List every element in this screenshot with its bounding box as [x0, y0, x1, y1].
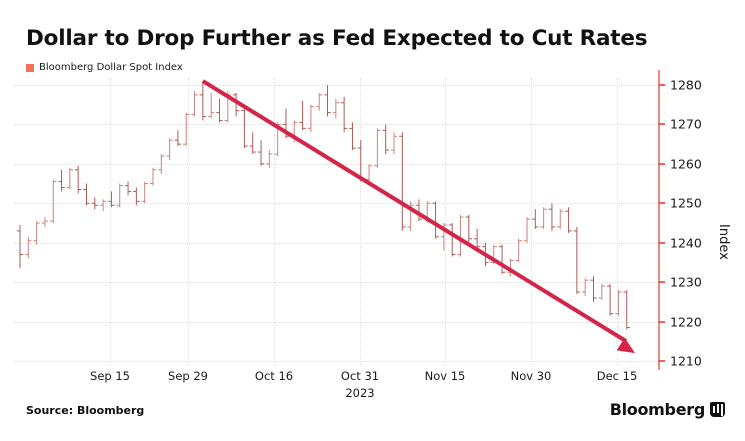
y-axis-line	[658, 70, 660, 370]
y-axis-tick	[658, 281, 665, 284]
y-axis-tick	[658, 162, 665, 165]
bloomberg-terminal-icon	[710, 402, 725, 417]
y-axis-tick-label: 1280	[670, 77, 702, 93]
ohlc-series	[16, 79, 636, 354]
y-axis-tick-label: 1260	[670, 156, 702, 172]
x-axis-tick-label: Oct 31	[340, 369, 380, 383]
y-axis-title: Index	[716, 224, 731, 260]
legend-swatch-icon	[26, 63, 34, 72]
x-axis-tick-label: Oct 16	[254, 369, 294, 383]
y-axis-tick-label: 1240	[670, 235, 702, 251]
y-axis-tick-label: 1210	[670, 353, 702, 369]
x-axis-tick-label: Sep 15	[90, 369, 130, 383]
x-axis-tick-label: Nov 30	[510, 369, 552, 383]
y-axis-tick-label: 1220	[670, 314, 702, 330]
x-axis-year-label: 2023	[345, 386, 375, 400]
x-axis-tick-label: Dec 15	[596, 369, 638, 383]
x-axis-tick-label: Sep 29	[168, 369, 208, 383]
downward-trend-arrow-head	[616, 337, 636, 354]
y-axis-tick	[658, 320, 665, 323]
chart-legend: Bloomberg Dollar Spot Index	[22, 60, 189, 75]
brand-label: Bloomberg	[609, 400, 706, 419]
y-axis-tick-label: 1270	[670, 116, 702, 132]
y-axis-tick	[658, 202, 665, 205]
y-axis-tick-label: 1250	[670, 195, 702, 211]
plot-area	[14, 78, 658, 366]
bloomberg-brand: Bloomberg	[610, 400, 725, 419]
downward-trend-arrow-line	[201, 79, 628, 343]
y-axis-tick	[658, 84, 665, 86]
ohlc-bars	[16, 81, 630, 330]
legend-item-label: Bloomberg Dollar Spot Index	[39, 62, 183, 73]
source-note: Source: Bloomberg	[26, 404, 145, 417]
y-axis-tick	[658, 360, 665, 362]
page-title: Dollar to Drop Further as Fed Expected t…	[26, 26, 648, 51]
y-axis-tick	[658, 241, 665, 244]
y-axis-tick	[658, 123, 665, 126]
x-axis-tick-label: Nov 15	[424, 369, 466, 383]
y-axis-tick-label: 1230	[670, 274, 702, 290]
